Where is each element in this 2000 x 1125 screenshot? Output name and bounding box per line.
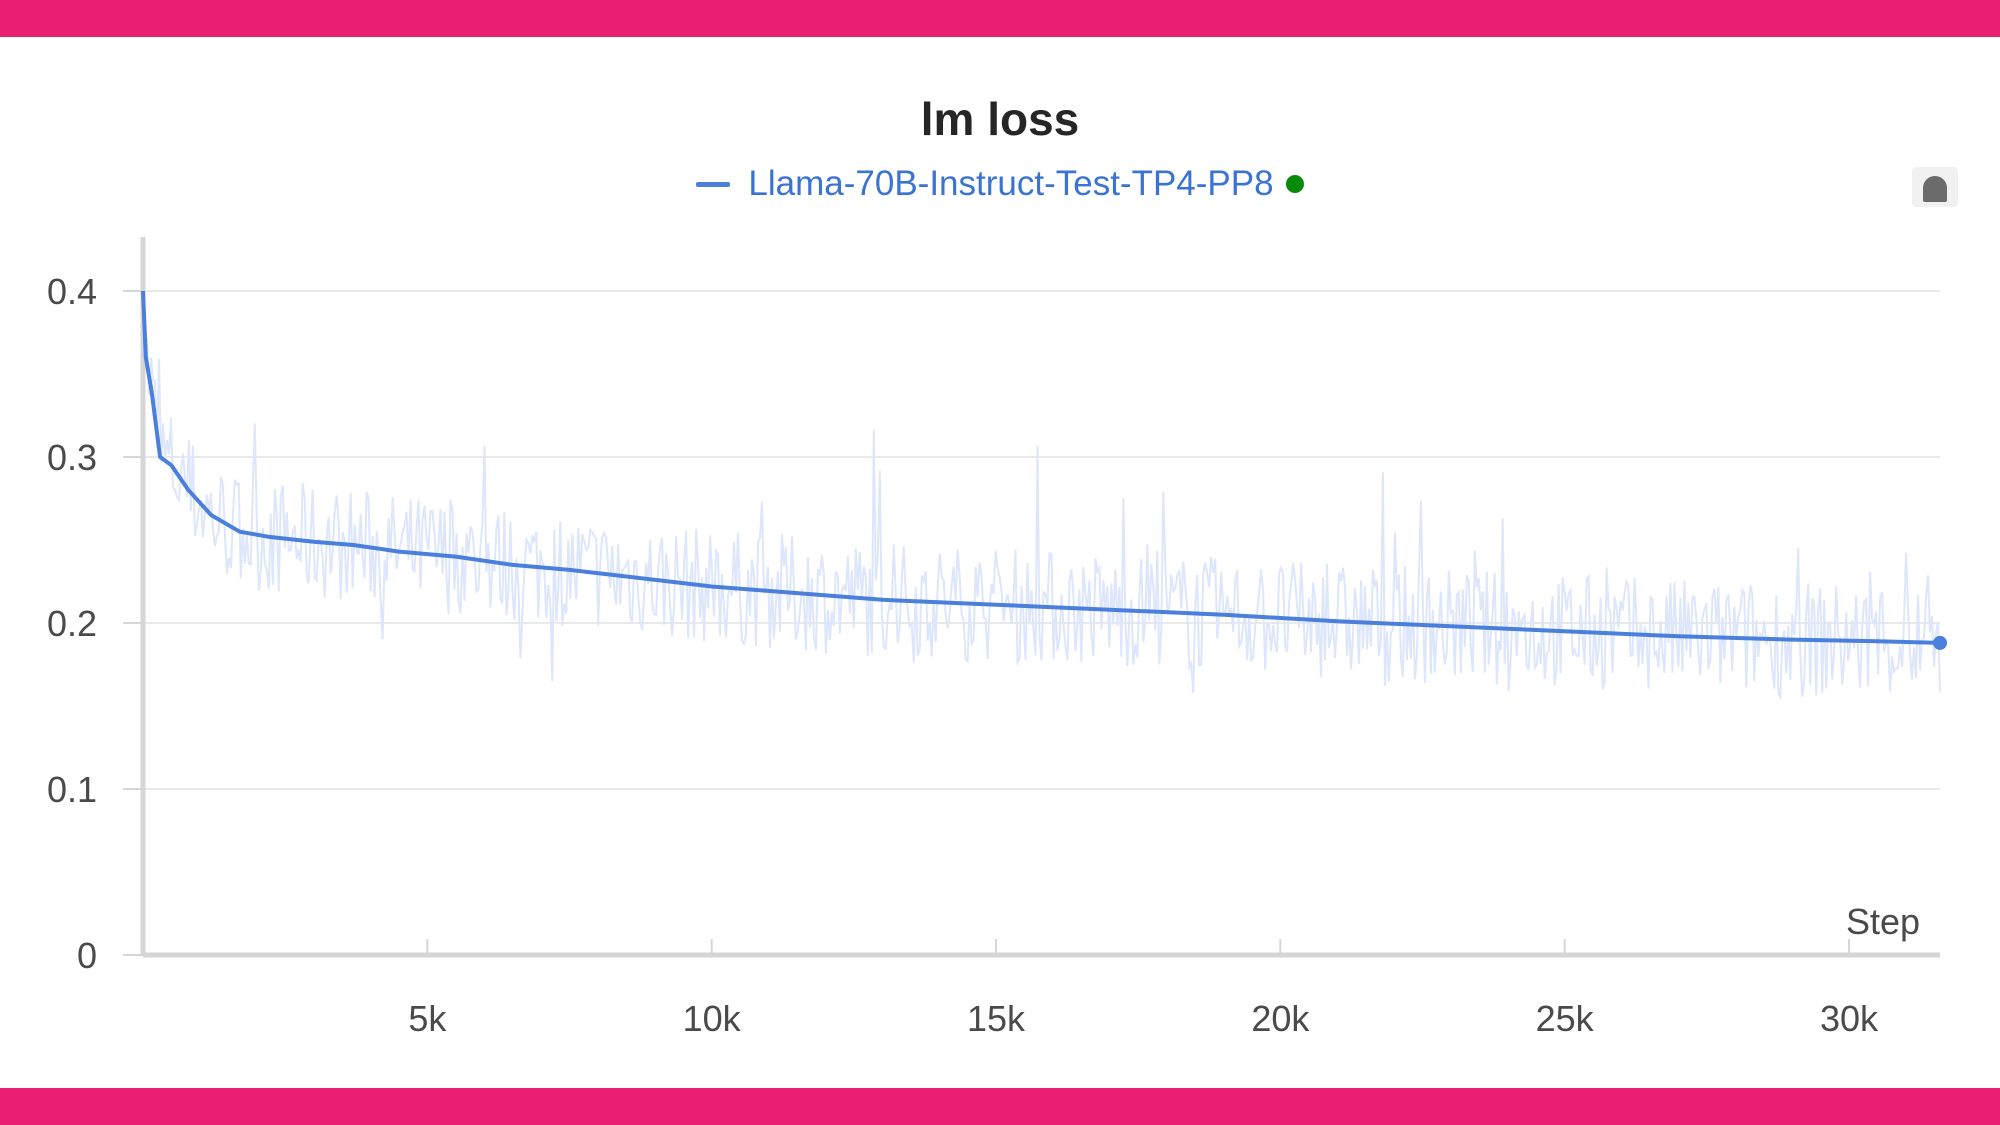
x-tick-label: 5k xyxy=(408,998,447,1039)
smoothed-loss-series xyxy=(141,290,1947,650)
y-tick-label: 0.4 xyxy=(47,271,97,312)
raw-loss-series xyxy=(142,337,1941,701)
last-point-marker xyxy=(1933,635,1947,650)
lock-icon[interactable] xyxy=(1912,167,1958,207)
y-tick-label: 0.1 xyxy=(47,769,97,810)
legend-swatch xyxy=(696,181,731,187)
chart-title: lm loss xyxy=(920,93,1080,145)
y-tick-label: 0.3 xyxy=(47,437,97,478)
chart-legend[interactable]: Llama-70B-Instruct-Test-TP4-PP8 xyxy=(0,164,2000,204)
y-tick-label: 0.2 xyxy=(47,603,97,644)
legend-series-label[interactable]: Llama-70B-Instruct-Test-TP4-PP8 xyxy=(748,164,1274,203)
x-tick-label: 30k xyxy=(1820,998,1879,1039)
x-tick-label: 20k xyxy=(1251,998,1310,1039)
top-accent-band xyxy=(0,0,2000,37)
chart-tick-labels: 0 0.1 0.2 0.3 0.4 5k 10k 15k 20k 25k 30k xyxy=(47,271,1879,1039)
bottom-accent-band xyxy=(0,1088,2000,1125)
y-tick-label: 0 xyxy=(77,935,97,976)
x-tick-label: 10k xyxy=(683,998,742,1039)
raw-loss-line xyxy=(142,337,1941,701)
x-tick-label: 15k xyxy=(967,998,1026,1039)
lock-shackle xyxy=(1923,176,1947,202)
chart-axes xyxy=(123,237,1940,958)
x-tick-label: 25k xyxy=(1536,998,1595,1039)
x-axis-label: Step xyxy=(1846,901,1920,942)
run-status-dot xyxy=(1285,175,1304,193)
smoothed-loss-line xyxy=(141,290,1941,645)
